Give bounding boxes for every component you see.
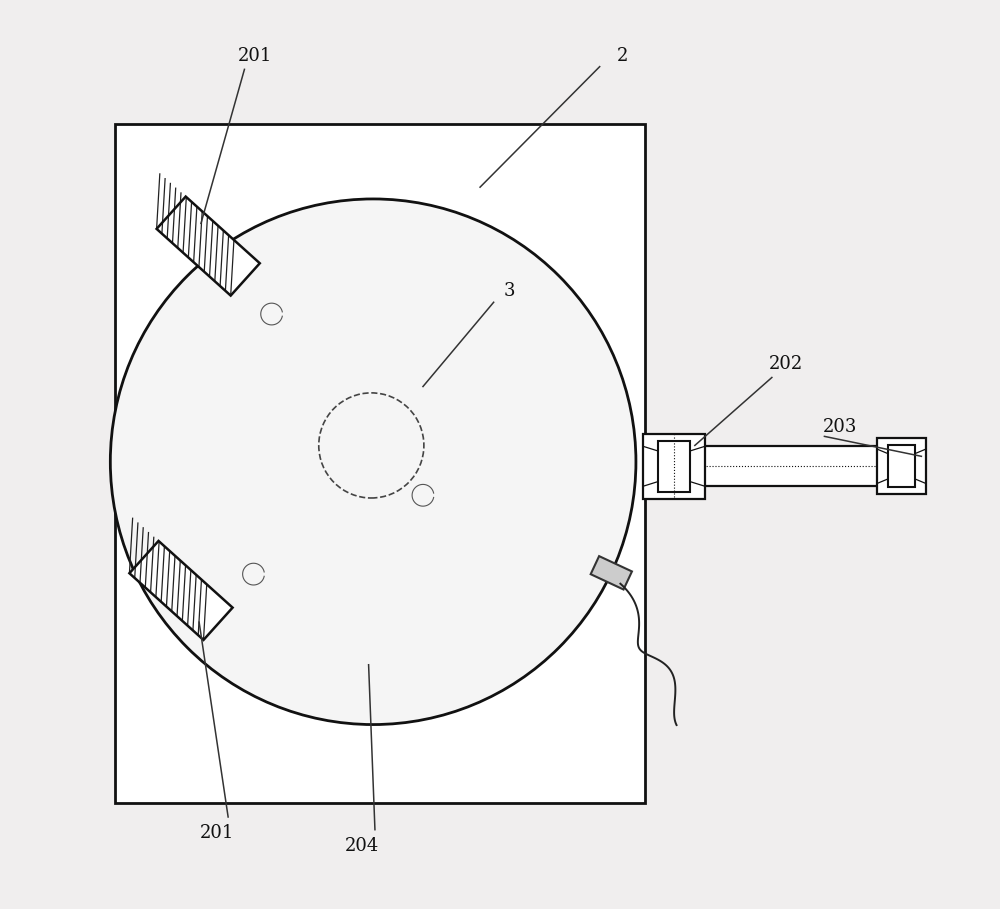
Bar	[115, 124, 645, 804]
Text: 201: 201	[200, 824, 234, 843]
Text: 202: 202	[768, 355, 803, 373]
Bar	[659, 446, 915, 486]
Polygon shape	[591, 556, 632, 590]
Text: 3: 3	[503, 283, 515, 300]
Bar	[658, 441, 690, 492]
Text: 203: 203	[823, 418, 857, 436]
Text: 2: 2	[617, 46, 628, 65]
Bar	[877, 438, 926, 494]
Polygon shape	[129, 541, 233, 640]
Text: 201: 201	[238, 46, 273, 65]
Bar	[643, 434, 705, 499]
Text: 204: 204	[345, 837, 379, 855]
Circle shape	[110, 199, 636, 724]
Bar	[888, 445, 915, 487]
Polygon shape	[157, 196, 260, 295]
